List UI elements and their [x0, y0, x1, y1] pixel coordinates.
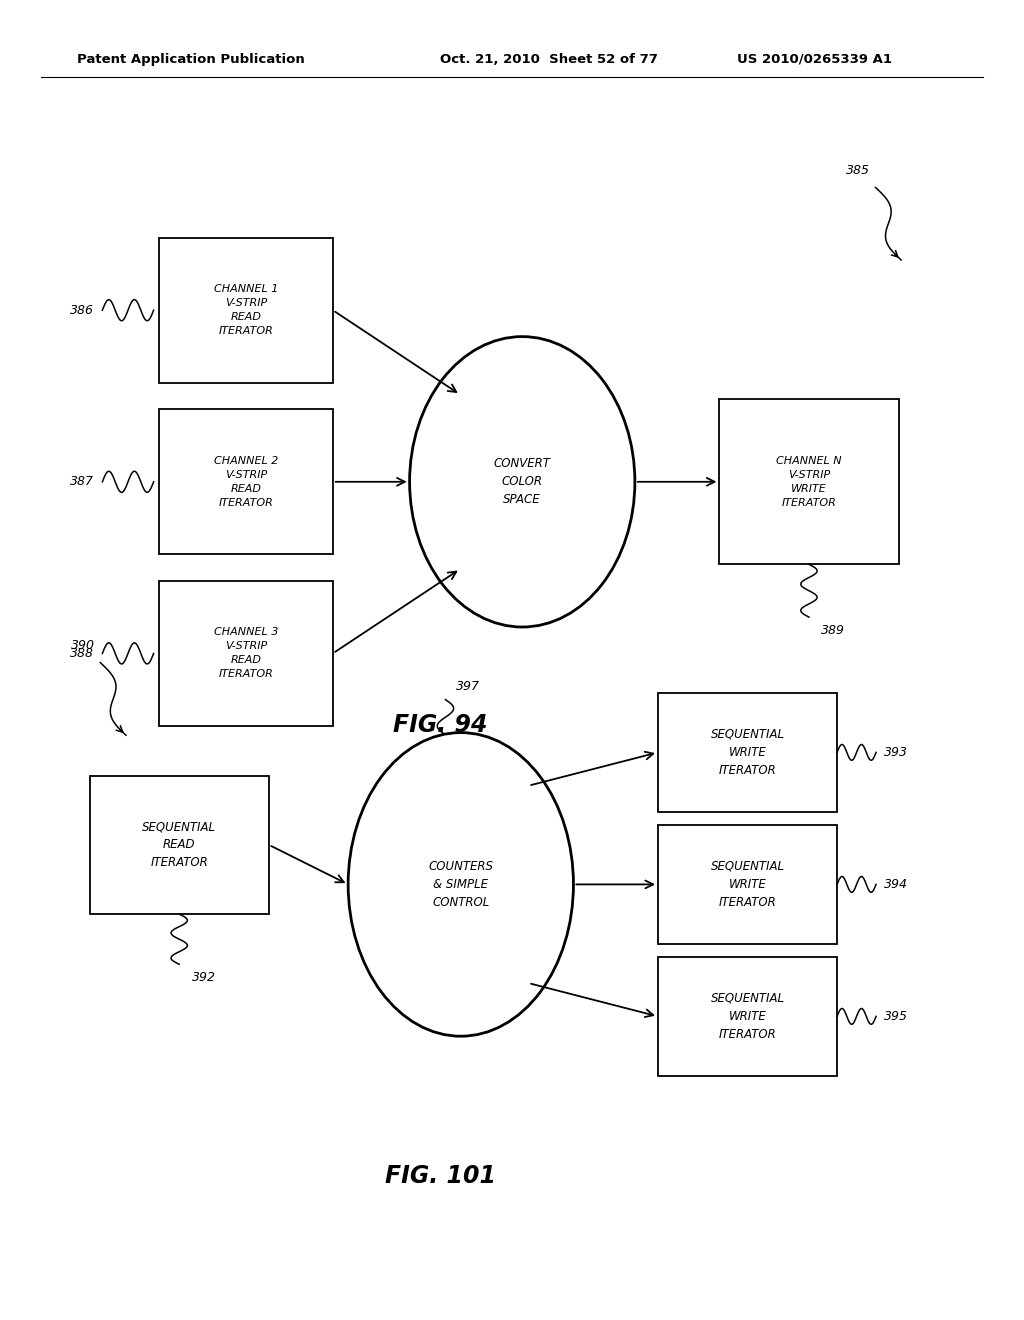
FancyBboxPatch shape	[159, 581, 333, 726]
Ellipse shape	[348, 733, 573, 1036]
Text: SEQUENTIAL
READ
ITERATOR: SEQUENTIAL READ ITERATOR	[142, 820, 216, 870]
Text: 394: 394	[885, 878, 908, 891]
Text: 390: 390	[72, 639, 95, 652]
Text: 397: 397	[456, 680, 479, 693]
FancyBboxPatch shape	[159, 409, 333, 554]
Text: 393: 393	[885, 746, 908, 759]
Text: 388: 388	[71, 647, 94, 660]
Text: 395: 395	[885, 1010, 908, 1023]
Text: 387: 387	[71, 475, 94, 488]
Text: 386: 386	[71, 304, 94, 317]
Text: CHANNEL 2
V-STRIP
READ
ITERATOR: CHANNEL 2 V-STRIP READ ITERATOR	[214, 455, 278, 508]
Text: CHANNEL N
V-STRIP
WRITE
ITERATOR: CHANNEL N V-STRIP WRITE ITERATOR	[776, 455, 842, 508]
Text: Patent Application Publication: Patent Application Publication	[77, 53, 304, 66]
FancyBboxPatch shape	[90, 776, 268, 913]
FancyBboxPatch shape	[159, 238, 333, 383]
Text: FIG. 94: FIG. 94	[393, 713, 487, 737]
Text: COUNTERS
& SIMPLE
CONTROL: COUNTERS & SIMPLE CONTROL	[428, 859, 494, 909]
FancyBboxPatch shape	[657, 693, 837, 812]
Text: SEQUENTIAL
WRITE
ITERATOR: SEQUENTIAL WRITE ITERATOR	[711, 859, 784, 909]
Text: SEQUENTIAL
WRITE
ITERATOR: SEQUENTIAL WRITE ITERATOR	[711, 727, 784, 777]
Text: Oct. 21, 2010  Sheet 52 of 77: Oct. 21, 2010 Sheet 52 of 77	[440, 53, 658, 66]
Text: FIG. 101: FIG. 101	[385, 1164, 496, 1188]
Text: US 2010/0265339 A1: US 2010/0265339 A1	[737, 53, 892, 66]
Ellipse shape	[410, 337, 635, 627]
Text: CONVERT
COLOR
SPACE: CONVERT COLOR SPACE	[494, 457, 551, 507]
FancyBboxPatch shape	[719, 399, 899, 565]
FancyBboxPatch shape	[657, 957, 837, 1076]
Text: 385: 385	[847, 164, 870, 177]
Text: CHANNEL 1
V-STRIP
READ
ITERATOR: CHANNEL 1 V-STRIP READ ITERATOR	[214, 284, 278, 337]
FancyBboxPatch shape	[657, 825, 837, 944]
Text: SEQUENTIAL
WRITE
ITERATOR: SEQUENTIAL WRITE ITERATOR	[711, 991, 784, 1041]
Text: 389: 389	[821, 624, 845, 636]
Text: 392: 392	[191, 972, 215, 983]
Text: CHANNEL 3
V-STRIP
READ
ITERATOR: CHANNEL 3 V-STRIP READ ITERATOR	[214, 627, 278, 680]
